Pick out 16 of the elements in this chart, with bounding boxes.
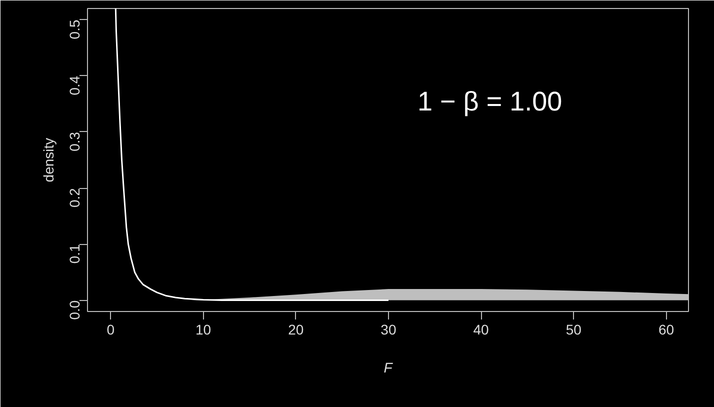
x-tick-label: 50 [566,322,582,338]
x-axis-title: F [384,360,394,376]
x-tick-label: 40 [473,322,490,338]
annotation: 1 − β = 1.00 [418,86,562,116]
y-tick-label: 0.1 [66,244,82,264]
x-tick-label: 30 [380,322,396,338]
x-tick-label: 60 [658,322,674,338]
y-tick-label: 0.0 [66,300,82,320]
y-tick-label: 0.5 [66,20,82,40]
y-tick-label: 0.4 [66,76,82,96]
x-tick-label: 10 [195,322,212,338]
x-tick-label: 20 [288,322,304,338]
y-tick-label: 0.3 [66,132,82,152]
y-tick-label: 0.2 [66,188,82,208]
x-tick-label: 0 [106,322,115,338]
y-axis-title: density [40,138,56,182]
